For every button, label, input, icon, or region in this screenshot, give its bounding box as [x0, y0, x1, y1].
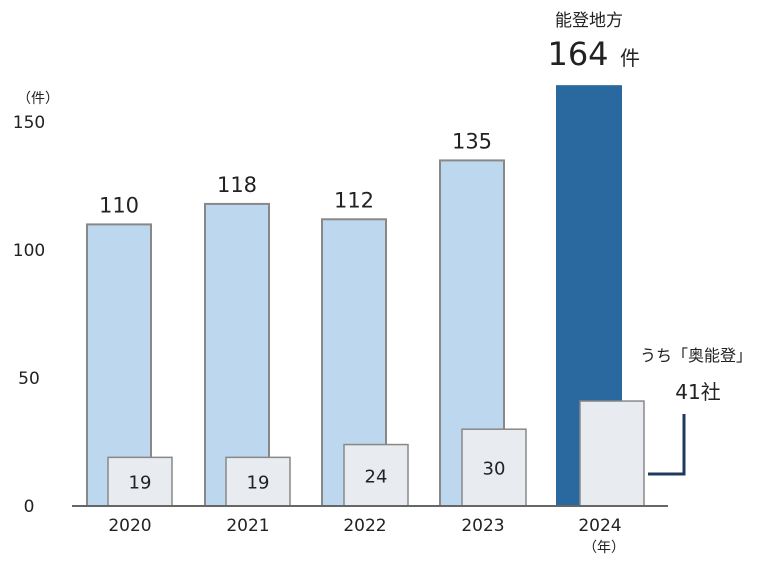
highlight-value: 164 [547, 35, 608, 73]
main-data-label: 135 [452, 129, 492, 153]
x-axis-labels: 2020 2021 2022 2023 2024 [108, 516, 621, 536]
x-tick-label: 2024 [578, 516, 621, 536]
x-tick-label: 2021 [226, 516, 269, 536]
highlight-label: 能登地方 [555, 11, 623, 31]
highlight-value-unit: 件 [620, 46, 640, 70]
sub-bar-2022 [343, 443, 409, 507]
y-tick-label: 0 [24, 497, 35, 517]
sub-data-label: 24 [365, 466, 388, 487]
main-bars [86, 85, 622, 507]
sub-data-label: 19 [129, 473, 152, 494]
y-axis-unit: （件） [17, 91, 59, 107]
sub-bar-2024 [579, 400, 645, 507]
sub-data-labels: 19 19 24 30 [129, 459, 506, 494]
x-axis-unit: （年） [583, 540, 625, 556]
x-tick-label: 2020 [108, 516, 151, 536]
sub-callout-value: 41社 [675, 380, 720, 404]
sub-callout-line [648, 414, 686, 476]
x-tick-label: 2022 [343, 516, 386, 536]
main-data-label: 110 [99, 193, 139, 217]
main-data-labels: 110 118 112 135 [99, 129, 492, 217]
main-data-label: 112 [334, 188, 374, 212]
sub-callout-label: うち「奥能登」 [640, 346, 752, 365]
y-tick-label: 50 [18, 369, 40, 389]
y-tick-label: 150 [13, 113, 45, 133]
y-tick-label: 100 [13, 241, 45, 261]
main-bar-2021 [204, 202, 270, 507]
sub-bar-2020 [107, 456, 173, 507]
y-axis-ticks: 0 50 100 150 [13, 113, 45, 517]
sub-data-label: 30 [483, 459, 506, 480]
sub-data-label: 19 [247, 473, 270, 494]
main-data-label: 118 [217, 173, 257, 197]
x-tick-label: 2023 [461, 516, 504, 536]
